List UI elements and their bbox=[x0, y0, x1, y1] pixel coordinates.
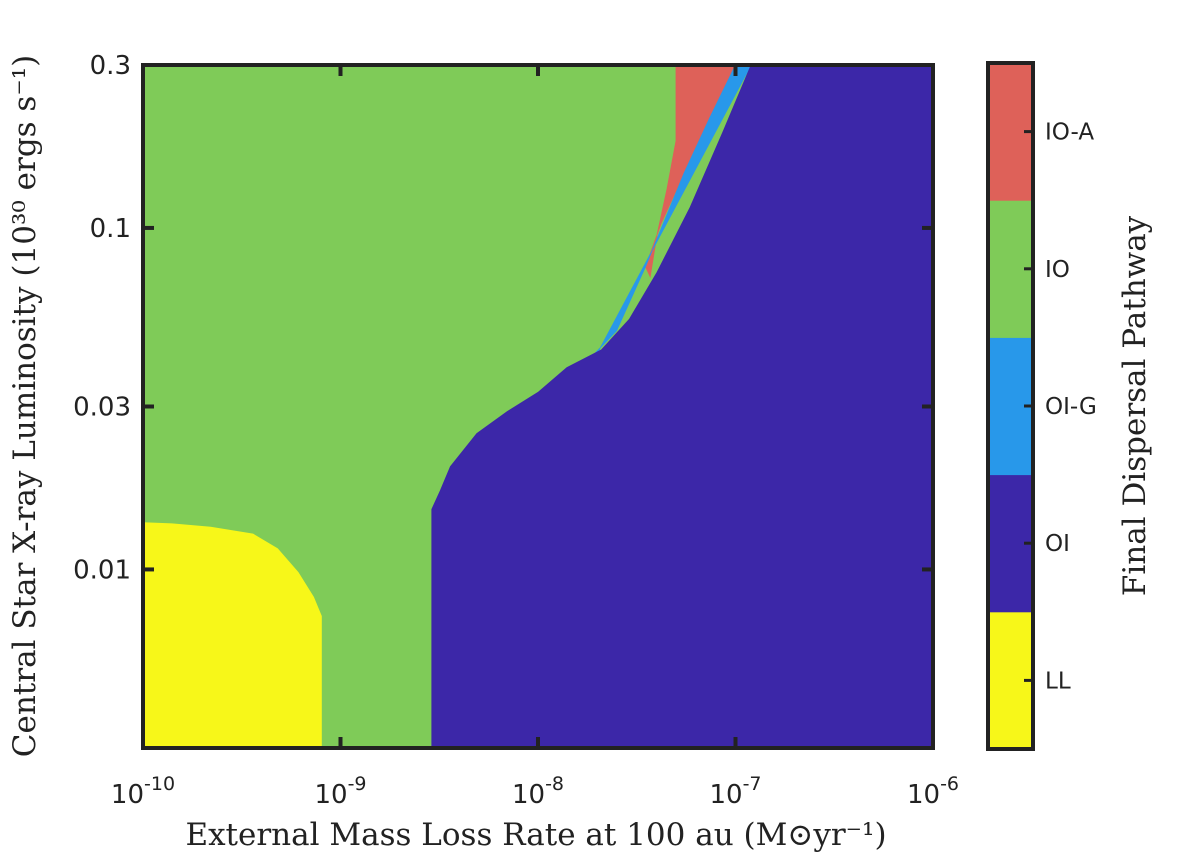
region-oi bbox=[431, 65, 933, 748]
region-ll bbox=[143, 522, 322, 748]
y-tick-label: 0.3 bbox=[90, 51, 131, 81]
y-tick-label: 0.03 bbox=[73, 393, 131, 423]
x-tick-label: 10-6 bbox=[907, 773, 959, 810]
y-tick-label: 0.01 bbox=[73, 555, 131, 585]
x-tick-label: 10-8 bbox=[512, 773, 564, 810]
x-tick-label: 10-10 bbox=[111, 773, 175, 810]
y-axis-title: Central Star X-ray Luminosity (10³⁰ ergs… bbox=[7, 55, 43, 757]
colorbar-label-oi: OI bbox=[1045, 531, 1070, 557]
tick-layer: 10-10 10-9 10-8 10-7 10-6 0.01 0.03 0.1 0.3 bbox=[73, 51, 959, 810]
x-axis-title: External Mass Loss Rate at 100 au (M⊙yr⁻… bbox=[185, 817, 886, 853]
colorbar-title: Final Dispersal Pathway bbox=[1117, 215, 1153, 596]
region-oi-g bbox=[588, 65, 752, 361]
colorbar-label-oi-g: OI-G bbox=[1045, 394, 1097, 420]
colorbar: LL OI OI-G IO IO-A Final Dispersal Pathway bbox=[986, 61, 1153, 751]
x-tick-label: 10-9 bbox=[314, 773, 366, 810]
region-layer bbox=[143, 65, 933, 748]
x-tick-label: 10-7 bbox=[709, 773, 761, 810]
y-tick-label: 0.1 bbox=[90, 214, 131, 244]
colorbar-label-ll: LL bbox=[1045, 668, 1071, 694]
colorbar-label-io-a: IO-A bbox=[1045, 120, 1094, 146]
colorbar-labels: LL OI OI-G IO IO-A bbox=[1024, 120, 1097, 694]
colorbar-label-io: IO bbox=[1045, 257, 1070, 283]
plot-area: 10-10 10-9 10-8 10-7 10-6 0.01 0.03 0.1 0.3 bbox=[73, 51, 959, 810]
